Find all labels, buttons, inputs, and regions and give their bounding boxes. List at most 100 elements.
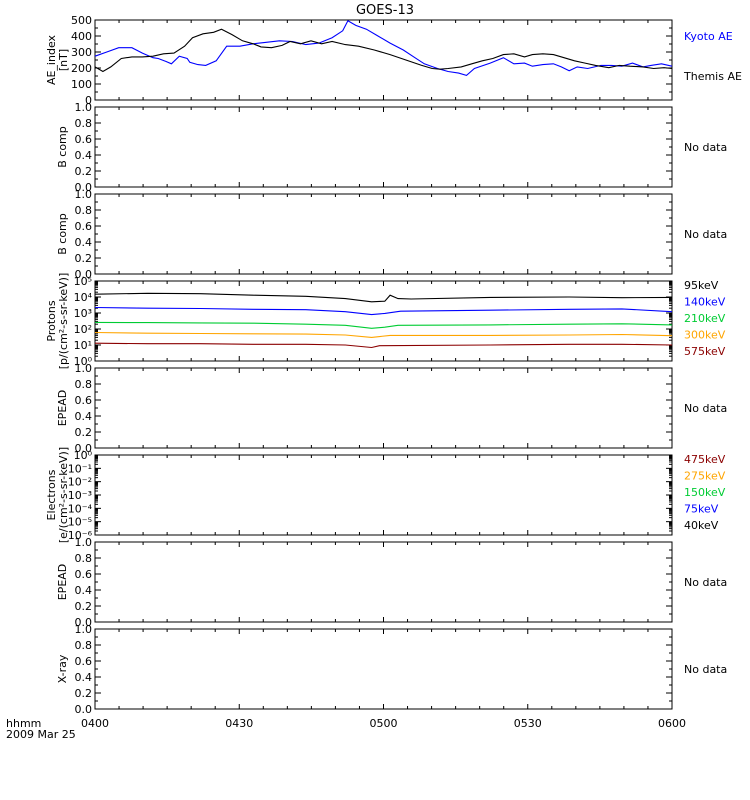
y-tick-label: 0.2 [75,426,93,439]
y-tick-label: 0.2 [75,165,93,178]
panel-protons: 10⁰ 10¹ 10² 10³ 10⁴ 10⁵ Protons [p/(cm²-s-sr-ke… [45,273,726,370]
y-tick-label: 0.6 [75,394,93,407]
y-tick-label: 10³ [74,307,92,320]
y-axis-label: [e/(cm²-s-sr-keV)] [57,447,70,543]
legend-entry: 75keV [684,503,719,516]
no-data-label: No data [684,228,727,241]
x-axis-hhmm-label: hhmm [6,717,41,730]
y-tick-label: 0.8 [75,552,93,565]
y-tick-label: 0.6 [75,655,93,668]
panel-b_comp_1: 0.0 0.2 0.4 0.6 0.8 1.0 B comp No data [56,101,727,194]
y-tick-label: 0.0 [75,442,93,455]
y-tick-label: 0.2 [75,600,93,613]
panel-frame [94,367,673,449]
x-tick-label: 0500 [370,717,398,730]
y-tick-label: 0.6 [75,568,93,581]
y-tick-label: 0.8 [75,117,93,130]
y-axis-label: B comp [56,126,69,168]
y-tick-label: 0.4 [75,410,93,423]
panel-b_comp_2: 0.0 0.2 0.4 0.6 0.8 1.0 B comp No data [56,188,727,281]
y-tick-label: 0.8 [75,378,93,391]
panel-epead_2: 0.0 0.2 0.4 0.6 0.8 1.0 EPEAD No data [56,536,727,629]
series-line-140kev [94,306,673,316]
x-tick-label: 0600 [658,717,686,730]
legend-entry: Kyoto AE [684,30,733,43]
y-tick-label: 10⁻⁴ [68,502,93,515]
legend-entry: Themis AE [683,70,742,83]
series-line-themis-ae [94,28,673,73]
y-tick-label: 10⁻¹ [68,462,92,475]
legend-entry: 575keV [684,345,726,358]
y-tick-label: 10⁴ [74,291,93,304]
y-tick-label: 1.0 [75,362,93,375]
y-tick-label: 0.8 [75,639,93,652]
y-tick-label: 0.0 [75,268,93,281]
y-tick-label: 10⁰ [74,449,93,462]
x-axis: 0400 0430 0500 0530 0600 [81,717,686,730]
panel-frame [94,19,673,101]
no-data-label: No data [684,402,727,415]
x-tick-label: 0530 [514,717,542,730]
series-line-95kev [94,292,673,303]
y-tick-label: 0.0 [75,616,93,629]
panel-frame [94,454,673,536]
y-tick-label: 0.6 [75,220,93,233]
panel-ae_index: 0 100 200 300 400 500 AE_index [nT] Kyoto AE Them… [45,14,742,107]
panel-frame [94,280,673,362]
y-tick-label: 10⁻⁵ [68,516,92,529]
panels-group: 0 100 200 300 400 500 AE_index [nT] Kyoto AE Them… [45,14,742,716]
y-tick-label: 0 [85,94,92,107]
y-tick-label: 10⁻² [68,476,92,489]
panel-epead_1: 0.0 0.2 0.4 0.6 0.8 1.0 EPEAD No data [56,362,727,455]
legend-entry: 210keV [684,312,726,325]
y-tick-label: 1.0 [75,101,93,114]
y-tick-label: 10⁻³ [68,489,92,502]
legend-entry: 475keV [684,453,726,466]
y-tick-label: 1.0 [75,188,93,201]
y-tick-label: 400 [71,30,92,43]
panel-frame [94,193,673,275]
y-tick-label: 200 [71,62,92,75]
y-tick-label: 10¹ [74,339,92,352]
y-axis-label: X-ray [56,654,69,683]
y-tick-label: 500 [71,14,92,27]
legend-entry: 95keV [684,279,719,292]
y-tick-label: 10⁰ [74,355,93,368]
y-tick-label: 0.2 [75,687,93,700]
panel-frame [94,541,673,623]
panel-frame [94,628,673,710]
y-tick-label: 100 [71,78,92,91]
y-tick-label: 10⁻⁶ [68,529,93,542]
y-tick-label: 0.0 [75,181,93,194]
series-line-210kev [94,321,673,329]
y-tick-label: 10² [74,323,92,336]
x-tick-label: 0430 [225,717,253,730]
panel-xray: 0.0 0.2 0.4 0.6 0.8 1.0 X-ray No data [56,623,727,716]
y-tick-label: 0.4 [75,149,93,162]
y-axis-label: AE_index [45,34,58,85]
y-axis-label: [nT] [57,49,70,71]
legend-entry: 140keV [684,296,726,309]
no-data-label: No data [684,663,727,676]
y-tick-label: 0.4 [75,236,93,249]
legend-entry: 150keV [684,486,726,499]
panel-frame [94,106,673,188]
y-tick-label: 1.0 [75,536,93,549]
legend-entry: 40keV [684,519,719,532]
plot-title: GOES-13 [356,3,414,18]
legend-entry: 275keV [684,470,726,483]
series-line-300kev [94,331,673,338]
series-line-575kev [94,342,673,349]
y-tick-label: 0.4 [75,671,93,684]
y-axis-label: EPEAD [56,390,69,427]
y-axis-label: [p/(cm²-s-sr-keV)] [57,273,70,370]
x-tick-label: 0400 [81,717,109,730]
y-tick-label: 10⁵ [74,275,92,288]
no-data-label: No data [684,576,727,589]
y-tick-label: 0.0 [75,703,93,716]
y-tick-label: 0.8 [75,204,93,217]
y-tick-label: 0.4 [75,584,93,597]
legend-entry: 300keV [684,329,726,342]
